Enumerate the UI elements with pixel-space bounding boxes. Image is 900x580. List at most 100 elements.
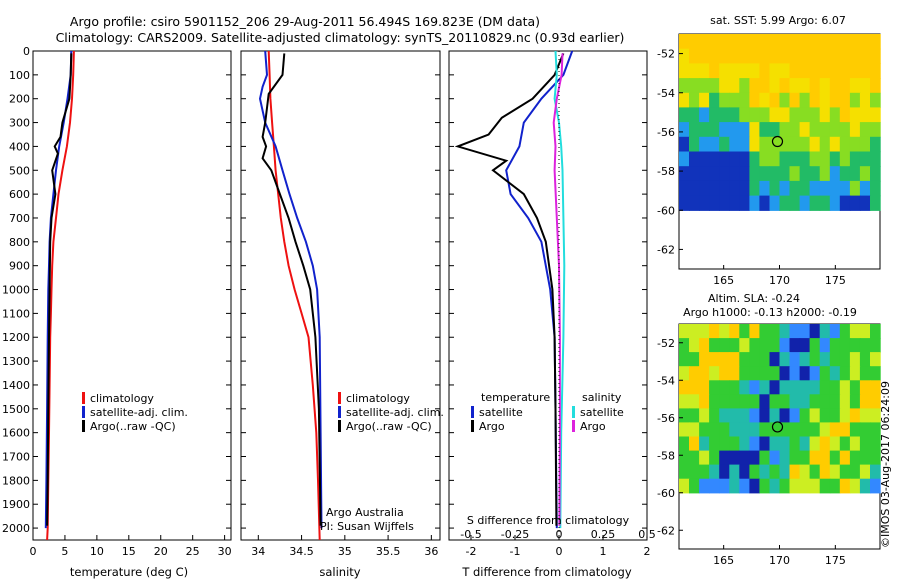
series-line-2 (261, 53, 322, 526)
heat-cell (729, 34, 740, 50)
heat-cell (699, 478, 710, 494)
heat-cell (870, 436, 881, 452)
heat-cell (799, 151, 811, 167)
heat-cell (709, 324, 720, 339)
heat-cell (809, 136, 821, 153)
heat-cell (849, 422, 861, 438)
heat-cell (809, 195, 821, 211)
heat-cell (779, 338, 791, 353)
legend-swatch (572, 406, 575, 418)
heat-cell (859, 366, 871, 381)
heat-cell (779, 422, 791, 438)
y-tick-label: 1400 (2, 379, 30, 392)
argo-australia-label: Argo Australia (326, 506, 404, 519)
heat-cell (779, 180, 791, 197)
heat-cell (749, 338, 761, 353)
heat-cell (819, 107, 831, 123)
x-tick-label: 2 (644, 545, 651, 558)
heat-cell (799, 195, 811, 211)
heat-cell (689, 394, 700, 409)
heat-cell (749, 195, 761, 211)
heat-cell (870, 380, 881, 395)
heat-cell (679, 436, 690, 452)
heat-cell (719, 366, 730, 381)
heat-cell (789, 464, 801, 480)
heat-cell (729, 436, 740, 452)
y-tick-label: 900 (9, 260, 30, 273)
heat-cell (709, 180, 720, 197)
heat-cell (849, 92, 861, 109)
heat-cell (799, 436, 811, 452)
heat-cell (689, 338, 700, 353)
heat-cell (679, 92, 690, 109)
heat-cell (859, 78, 871, 94)
heat-cell (759, 195, 771, 211)
heat-cell (739, 166, 750, 182)
heat-cell (809, 464, 821, 480)
heat-cell (769, 136, 781, 153)
heat-cell (719, 195, 730, 211)
heat-cell (769, 338, 781, 353)
heat-cell (739, 195, 750, 211)
x-tick-label: -2 (466, 545, 477, 558)
heat-cell (769, 78, 781, 94)
heat-cell (729, 338, 740, 353)
heat-cell (709, 352, 720, 367)
heat-cell (819, 166, 831, 182)
heat-cell (739, 180, 750, 197)
heat-cell (809, 92, 821, 109)
x-tick-label: 0 (556, 545, 563, 558)
heat-cell (849, 34, 861, 50)
heat-cell (799, 107, 811, 123)
heat-cell (819, 324, 831, 339)
heat-cell (749, 122, 761, 138)
x-tick-label: 10 (90, 545, 104, 558)
heat-cell (779, 151, 791, 167)
heat-cell (679, 464, 690, 480)
heat-cell (819, 151, 831, 167)
heat-cell (870, 92, 881, 109)
heat-cell (739, 352, 750, 367)
heat-cell (779, 366, 791, 381)
heat-cell (679, 338, 690, 353)
heat-cell (729, 63, 740, 79)
heat-cell (819, 136, 831, 153)
heat-cell (779, 408, 791, 424)
y-tick-label: 1000 (2, 284, 30, 297)
heat-cell (739, 136, 750, 153)
heat-cell (749, 464, 761, 480)
difference-panel (448, 50, 648, 541)
heat-cell (819, 478, 831, 494)
heat-cell (759, 34, 771, 50)
heat-cell (729, 478, 740, 494)
y-tick-label: 100 (9, 69, 30, 82)
legend-swatch (338, 406, 341, 418)
heat-cell (689, 107, 700, 123)
heat-cell (799, 380, 811, 395)
legend-swatch (82, 420, 85, 432)
heat-cell (779, 436, 791, 452)
map-y-tick-label: -52 (657, 48, 675, 61)
heat-cell (719, 92, 730, 109)
heat-cell (799, 92, 811, 109)
heat-cell (739, 380, 750, 395)
legend-swatch (82, 392, 85, 404)
heat-cell (699, 464, 710, 480)
heat-cell (779, 48, 791, 64)
heat-cell (689, 422, 700, 438)
heat-cell (789, 180, 801, 197)
heat-cell (729, 136, 740, 153)
heat-cell (799, 366, 811, 381)
heat-cell (709, 394, 720, 409)
y-tick-label: 1200 (2, 331, 30, 344)
heat-cell (719, 166, 730, 182)
salinity-xlabel: salinity (319, 565, 360, 579)
heat-cell (779, 136, 791, 153)
heat-cell (859, 48, 871, 64)
heat-cell (789, 352, 801, 367)
heat-cell (769, 324, 781, 339)
heat-cell (839, 122, 851, 138)
series-line-2 (46, 53, 73, 526)
heat-cell (859, 408, 871, 424)
heat-cell (739, 408, 750, 424)
